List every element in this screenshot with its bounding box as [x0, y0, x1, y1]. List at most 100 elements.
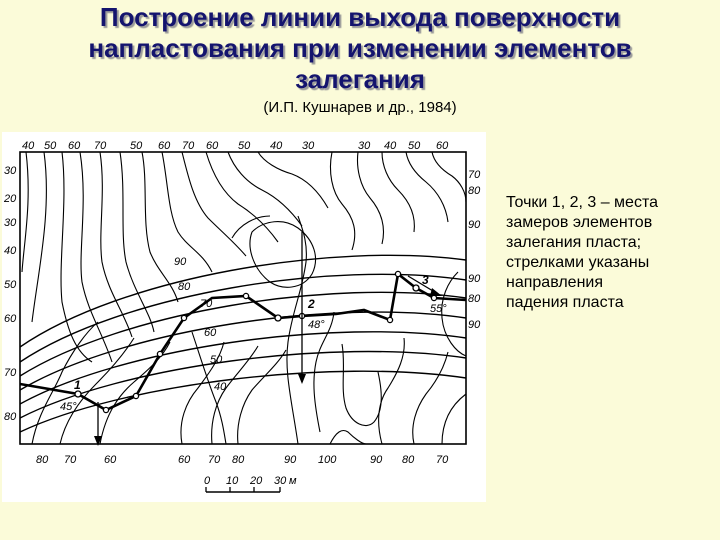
outcrop-node [102, 406, 110, 414]
right-label: 90 [468, 219, 481, 231]
contour [441, 393, 467, 445]
top-label: 60 [206, 140, 219, 152]
contour [31, 321, 99, 445]
stratum-line-40 [19, 350, 467, 419]
contour [381, 151, 415, 233]
right-label: 80 [468, 293, 481, 305]
top-label: 40 [22, 140, 35, 152]
top-label: 50 [238, 140, 251, 152]
contour [60, 151, 93, 363]
point-1-label: 1 [74, 378, 81, 392]
bottom-label: 70 [436, 454, 449, 466]
outcrop-node [180, 314, 188, 322]
contour [180, 341, 225, 445]
outcrop-nodes [74, 270, 438, 414]
contour [211, 345, 259, 445]
outcrop-line [19, 271, 467, 412]
stratum-label: 60 [204, 327, 217, 339]
bottom-labels: 80 70 60 60 70 80 90 100 90 80 70 [36, 454, 449, 466]
citation: (И.П. Кушнарев и др., 1984) [263, 99, 457, 116]
top-label: 30 [302, 140, 315, 152]
right-label: 70 [468, 169, 481, 181]
top-label: 30 [358, 140, 371, 152]
stratum-line-70 [19, 291, 467, 377]
left-label: 20 [3, 193, 17, 205]
title-line-3: залегания [295, 64, 425, 94]
left-label: 50 [4, 279, 17, 291]
left-label: 60 [4, 313, 17, 325]
dip-arrowhead-2 [298, 374, 306, 384]
bottom-label: 90 [284, 454, 297, 466]
outcrop-node [394, 270, 402, 278]
scale-tick-label: 30 [274, 475, 287, 487]
contour [313, 311, 335, 433]
bottom-label: 80 [232, 454, 245, 466]
contour [341, 343, 382, 426]
outcrop-node [412, 284, 420, 292]
contour [31, 151, 47, 323]
contour [329, 151, 356, 251]
bottom-label: 80 [36, 454, 49, 466]
outcrop-node [156, 350, 164, 358]
contour [181, 151, 247, 257]
top-label: 40 [384, 140, 397, 152]
caption-line: залегания пласта; [506, 234, 642, 251]
top-label: 50 [44, 140, 57, 152]
top-label: 60 [158, 140, 171, 152]
outcrop-node [74, 390, 82, 398]
outcrop-node [274, 314, 282, 322]
contour [161, 151, 213, 273]
point-2-angle: 48° [308, 319, 325, 331]
bottom-label: 70 [208, 454, 221, 466]
scale-tick-label: 0 [204, 475, 211, 487]
contour [257, 151, 329, 209]
contour [21, 151, 29, 273]
contour [237, 349, 287, 445]
top-label: 60 [68, 140, 81, 152]
caption-line: стрелками указаны [506, 254, 650, 271]
right-label: 80 [468, 185, 481, 197]
contour [286, 215, 307, 445]
stratum-label: 70 [200, 298, 213, 310]
bottom-label: 80 [402, 454, 415, 466]
contour [412, 351, 449, 445]
measurement-points: 1 45° 2 48° 3 55° [60, 273, 447, 413]
bottom-label: 60 [178, 454, 191, 466]
stratum-line-60 [19, 311, 467, 391]
point-3-label: 3 [422, 273, 429, 287]
top-label: 70 [182, 140, 195, 152]
contour-closed [249, 221, 316, 288]
top-label: 40 [270, 140, 283, 152]
bottom-label: 100 [318, 454, 337, 466]
contour [356, 151, 385, 245]
right-label: 90 [468, 273, 481, 285]
contour [99, 151, 133, 338]
caption-line: Точки 1, 2, 3 – места [506, 194, 658, 211]
point-1-angle: 45° [60, 401, 77, 413]
contour [405, 151, 449, 223]
caption-line: замеров элементов [506, 214, 653, 231]
contour [231, 215, 271, 239]
stratum-line-80 [19, 273, 467, 363]
right-label: 90 [468, 319, 481, 331]
caption-line: падения пласта [506, 294, 624, 311]
left-labels: 30 20 30 40 50 60 70 80 [3, 165, 17, 423]
geologic-map-figure: 40 50 60 70 50 60 70 60 50 40 30 30 40 5… [2, 132, 486, 502]
outcrop-node [132, 392, 140, 400]
scale-tick-label: 10 [226, 475, 239, 487]
geologic-map-svg: 40 50 60 70 50 60 70 60 50 40 30 30 40 5… [3, 140, 481, 493]
point-3-angle: 55° [430, 303, 447, 315]
title-line-2: напластования при изменении элементов [88, 33, 632, 63]
stratum-lines [19, 254, 467, 433]
stratum-line-50 [19, 331, 467, 405]
bottom-label: 70 [64, 454, 77, 466]
bottom-label: 90 [370, 454, 383, 466]
contour [378, 337, 405, 445]
stratum-line-30 [19, 370, 467, 433]
outcrop-node [430, 294, 438, 302]
top-labels: 40 50 60 70 50 60 70 60 50 40 30 30 40 5… [22, 140, 449, 152]
topographic-contours [21, 151, 467, 445]
right-labels: 70 80 90 90 80 90 [468, 169, 481, 331]
contour [329, 429, 367, 445]
contour [59, 337, 135, 445]
